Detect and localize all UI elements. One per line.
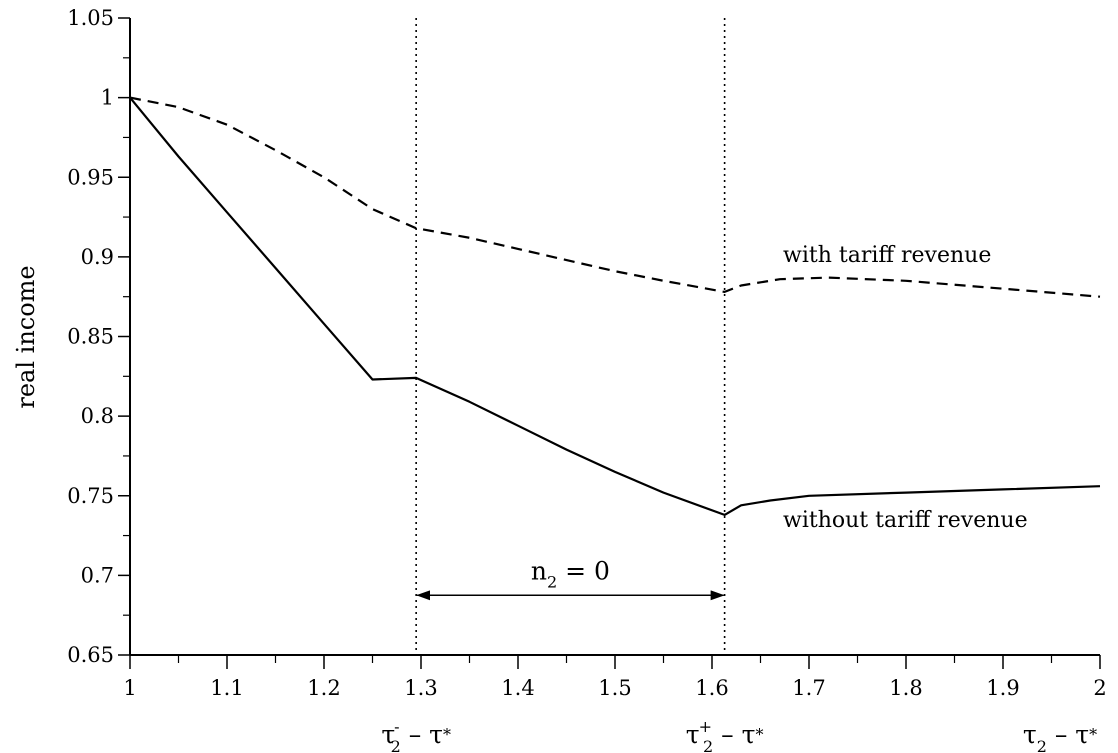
x-tick-label: 1.5 xyxy=(598,676,631,700)
x-tick-label: 1 xyxy=(123,676,136,700)
y-tick-label: 0.85 xyxy=(67,325,114,349)
x-tick-label: 1.9 xyxy=(986,676,1019,700)
y-axis-title: real income xyxy=(12,265,40,408)
annotations: n2 = 0 xyxy=(416,556,725,601)
axes: 0.65 0.7 0.75 0.8 0.85 0.9 0.95 1 1.05 1 1.1 1.2 1.3… xyxy=(67,6,1106,700)
x-tick-label: 1.7 xyxy=(792,676,825,700)
x-tick-label: 1.8 xyxy=(889,676,922,700)
y-tick-label: 0.75 xyxy=(67,484,114,508)
interval-label: n2 = 0 xyxy=(531,556,610,591)
series-label-without-tariff: without tariff revenue xyxy=(783,508,1028,533)
x-axis-variable-label: τ2 – τ* xyxy=(1023,720,1097,753)
y-tick-label: 0.65 xyxy=(67,643,114,667)
x-tick-label: 1.6 xyxy=(695,676,728,700)
y-tick-label: 0.95 xyxy=(67,165,114,189)
y-tick-label: 0.7 xyxy=(81,563,114,587)
line-without-tariff-revenue xyxy=(129,96,1101,516)
y-tick-label: 0.8 xyxy=(81,404,114,428)
y-tick-label: 0.9 xyxy=(81,245,114,269)
marker-label-tau-plus: τ+ 2 – τ* xyxy=(686,717,764,753)
series-lines xyxy=(129,96,1101,516)
x-tick-label: 1.3 xyxy=(404,676,437,700)
y-tick-label: 1.05 xyxy=(67,6,114,30)
y-tick-label: 1 xyxy=(101,86,114,110)
marker-label-tau-minus: τ-2 – τ* xyxy=(381,717,451,753)
vertical-markers: τ-2 – τ* τ+ 2 – τ* τ2 – τ* xyxy=(381,18,1097,753)
series-label-with-tariff: with tariff revenue xyxy=(783,243,991,268)
x-tick-label: 1.1 xyxy=(210,676,243,700)
x-tick-label: 2 xyxy=(1093,676,1106,700)
x-tick-label: 1.4 xyxy=(501,676,534,700)
x-tick-label: 1.2 xyxy=(307,676,340,700)
plot-area: τ-2 – τ* τ+ 2 – τ* τ2 – τ* 0.650.70.750.80.… xyxy=(67,6,1106,753)
line-with-tariff-revenue xyxy=(129,96,1101,298)
